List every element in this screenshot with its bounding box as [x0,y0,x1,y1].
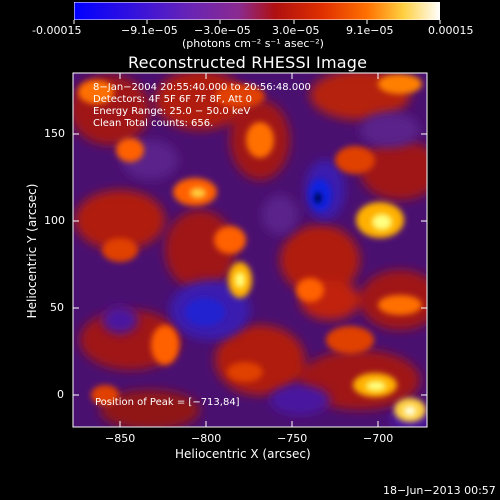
colorbar-tick-label: -0.00015 [32,24,82,37]
y-tick-label: 100 [44,214,65,227]
x-axis-title: Heliocentric X (arcsec) [175,447,311,461]
colorbar-tick-label: 3.0e−05 [272,24,320,37]
colorbar [74,2,440,20]
colorbar-gradient [74,2,440,20]
peak-position-label: Position of Peak = [−713,84] [95,397,240,408]
y-axis-ticks [73,133,427,396]
colorbar-tick-label: 9.1e−05 [346,24,394,37]
colorbar-ticks [73,20,441,24]
y-tick-label: 50 [50,301,64,314]
x-tick-label: −700 [363,432,394,445]
x-tick-label: −750 [277,432,308,445]
colorbar-tick-label: 0.00015 [428,24,474,37]
y-tick-label: 0 [57,388,64,401]
info-time-range: 8−Jan−2004 20:55:40.000 to 20:56:48.000 [93,82,311,93]
observation-info: 8−Jan−2004 20:55:40.000 to 20:56:48.000 … [93,82,311,130]
colorbar-tick-label: −9.1e−05 [121,24,178,37]
info-energy-range: Energy Range: 25.0 − 50.0 keV [93,106,251,117]
colorbar-unit-label: (photons cm⁻² s⁻¹ asec⁻²) [182,37,324,50]
x-axis-ticks [119,73,379,427]
info-detectors: Detectors: 4F 5F 6F 7F 8F, Att 0 [93,94,253,105]
x-tick-label: −850 [105,432,136,445]
x-tick-label: −800 [191,432,222,445]
info-clean-counts: Clean Total counts: 656. [93,118,214,129]
y-tick-label: 150 [44,127,65,140]
footer-date: 18−Jun−2013 00:57 [383,484,496,497]
image-title: Reconstructed RHESSI Image [128,53,368,72]
y-axis-title: Heliocentric Y (arcsec) [25,183,39,319]
colorbar-tick-label: −3.0e−05 [194,24,251,37]
